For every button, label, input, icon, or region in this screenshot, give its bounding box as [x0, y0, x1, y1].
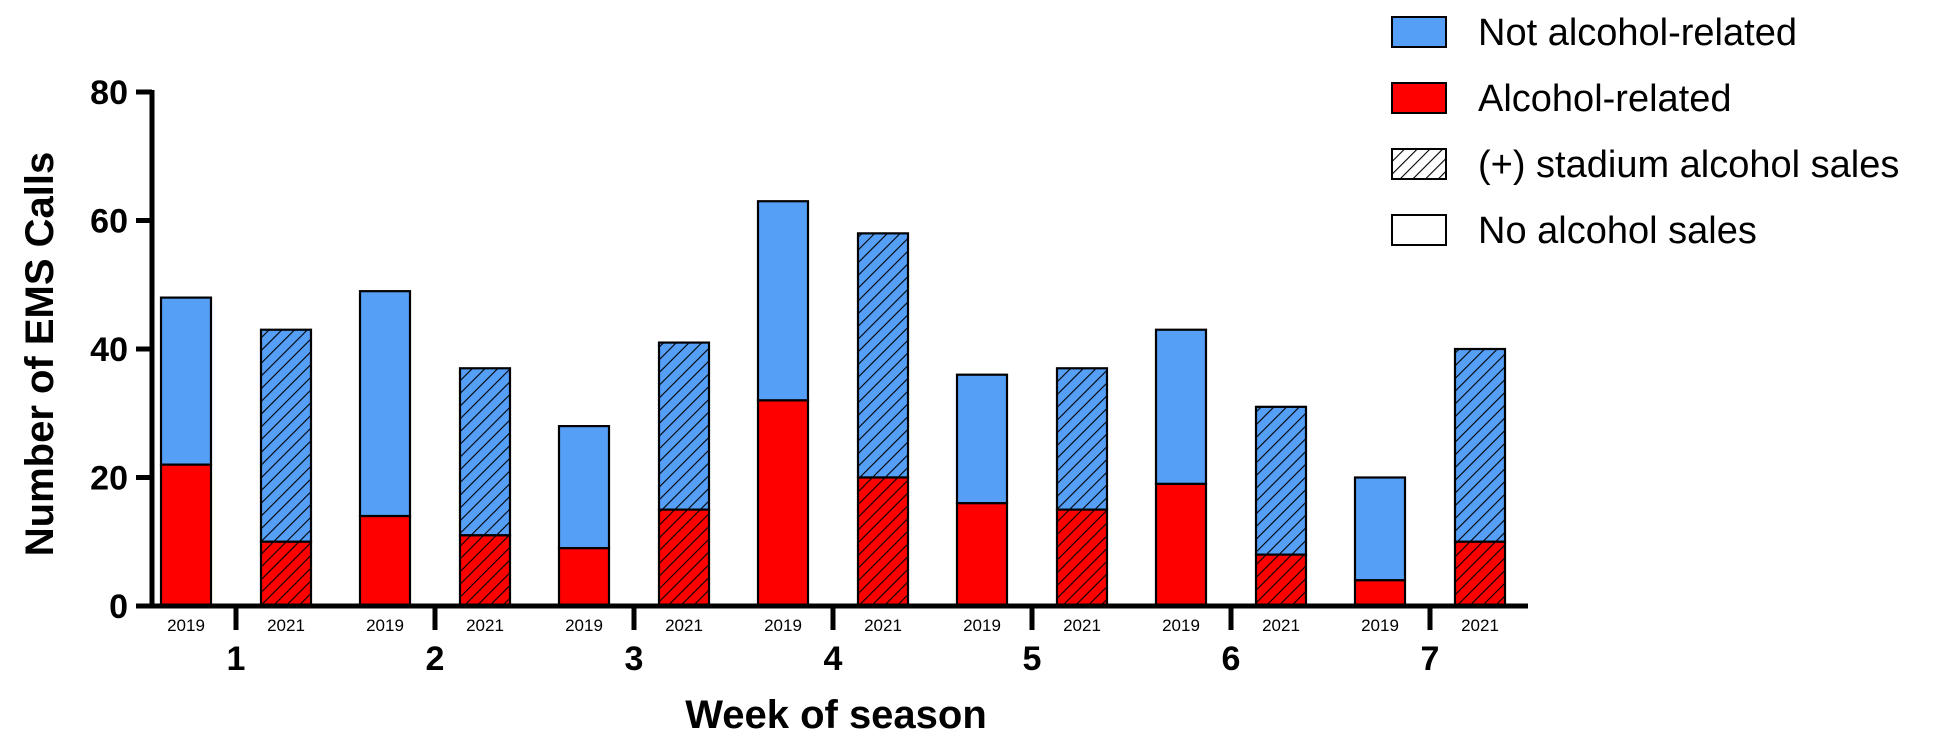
legend-swatch-hatch-stadium-alcohol-sales: [1392, 149, 1446, 179]
bar-week4-2019-alcohol: [756, 399, 810, 608]
bar-week3-2019-alcohol: [557, 547, 611, 608]
bar-week3-2019-not-alcohol: [557, 425, 611, 550]
legend-label-no-alcohol-sales: No alcohol sales: [1478, 210, 1757, 252]
hatch-week2-2021-not-alcohol: [460, 368, 510, 536]
year-label-week5-2019: 2019: [963, 616, 1001, 635]
year-label-week3-2021: 2021: [665, 616, 703, 635]
week-label-1: 1: [227, 640, 246, 678]
week-label-2: 2: [426, 640, 445, 678]
y-tick-label-60: 60: [90, 203, 128, 241]
y-tick-label-80: 80: [90, 74, 128, 112]
bar-week5-2019-not-alcohol: [955, 373, 1009, 505]
year-label-week6-2019: 2019: [1162, 616, 1200, 635]
y-tick-label-0: 0: [109, 588, 128, 626]
year-label-week6-2021: 2021: [1262, 616, 1300, 635]
year-label-week1-2021: 2021: [267, 616, 305, 635]
week-label-3: 3: [625, 640, 644, 678]
legend-label-stadium-alcohol-sales: (+) stadium alcohol sales: [1478, 144, 1899, 186]
hatch-week4-2021-alcohol: [858, 477, 908, 606]
year-label-week4-2021: 2021: [864, 616, 902, 635]
year-label-week1-2019: 2019: [167, 616, 205, 635]
bar-week7-2019-not-alcohol: [1353, 476, 1407, 582]
bar-week6-2019-not-alcohol: [1154, 328, 1208, 486]
bar-week1-2019-alcohol: [159, 463, 213, 608]
labels-layer: 2019 2021 1 2019 2021 2 2019 2021 3 2019 2021 4 2019…: [90, 74, 1499, 678]
hatch-week3-2021-not-alcohol: [659, 342, 709, 510]
week-label-7: 7: [1421, 640, 1440, 678]
hatch-week1-2021-alcohol: [261, 541, 311, 606]
hatch-week7-2021-not-alcohol: [1455, 349, 1505, 542]
legend-label-not-alcohol-related: Not alcohol-related: [1478, 12, 1797, 54]
week-label-4: 4: [824, 640, 843, 678]
hatch-week4-2021-not-alcohol: [858, 233, 908, 478]
year-label-week7-2021: 2021: [1461, 616, 1499, 635]
hatch-week5-2021-not-alcohol: [1057, 368, 1107, 510]
bar-week6-2019-alcohol: [1154, 482, 1208, 608]
hatch-week3-2021-alcohol: [659, 509, 709, 606]
y-tick-label-40: 40: [90, 331, 128, 369]
bar-week1-2019-not-alcohol: [159, 296, 213, 466]
year-label-week4-2019: 2019: [764, 616, 802, 635]
hatch-week5-2021-alcohol: [1057, 509, 1107, 606]
bar-week4-2019-not-alcohol: [756, 200, 810, 402]
legend-swatch-no-alcohol-sales: [1391, 214, 1447, 246]
hatch-week6-2021-not-alcohol: [1256, 406, 1306, 555]
year-label-week2-2021: 2021: [466, 616, 504, 635]
y-axis-title: Number of EMS Calls: [18, 152, 62, 557]
hatch-week6-2021-alcohol: [1256, 554, 1306, 606]
week-label-6: 6: [1222, 640, 1241, 678]
legend-swatch-alcohol-related: [1391, 82, 1447, 114]
legend-swatch-not-alcohol-related: [1391, 16, 1447, 48]
week-label-5: 5: [1023, 640, 1042, 678]
legend-label-alcohol-related: Alcohol-related: [1478, 78, 1731, 120]
bar-week2-2019-alcohol: [358, 514, 412, 608]
y-tick-label-20: 20: [90, 460, 128, 498]
hatch-week7-2021-alcohol: [1455, 541, 1505, 606]
axes-layer: [136, 89, 1528, 630]
bar-week5-2019-alcohol: [955, 502, 1009, 608]
hatch-week1-2021-not-alcohol: [261, 329, 311, 542]
year-label-week7-2019: 2019: [1361, 616, 1399, 635]
year-label-week3-2019: 2019: [565, 616, 603, 635]
bars-layer: [159, 200, 1507, 608]
x-axis-title: Week of season: [685, 693, 987, 737]
year-label-week2-2019: 2019: [366, 616, 404, 635]
bar-week7-2019-alcohol: [1353, 579, 1407, 608]
year-label-week5-2021: 2021: [1063, 616, 1101, 635]
legend: Not alcohol-related Alcohol-related (+) st…: [1391, 12, 1899, 252]
hatch-week2-2021-alcohol: [460, 535, 510, 606]
bar-week2-2019-not-alcohol: [358, 290, 412, 518]
